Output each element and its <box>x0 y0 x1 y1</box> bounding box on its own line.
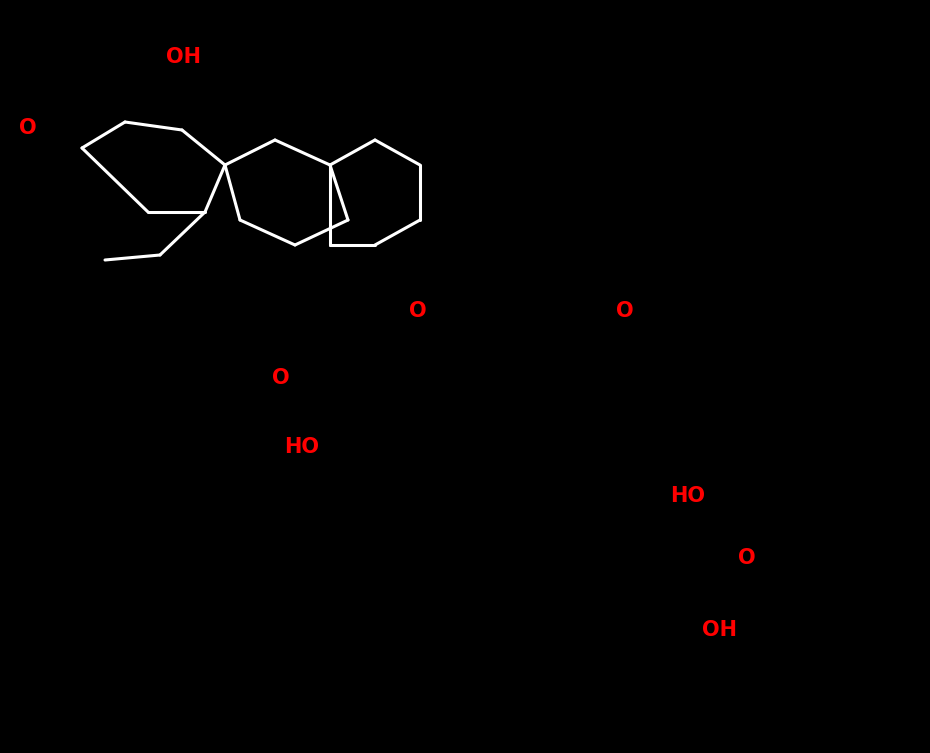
Text: OH: OH <box>166 47 201 67</box>
Text: HO: HO <box>671 486 706 506</box>
Bar <box>618 301 631 321</box>
Text: O: O <box>272 368 290 388</box>
Text: OH: OH <box>701 620 737 640</box>
Text: O: O <box>738 548 756 568</box>
Bar <box>677 486 699 506</box>
Bar <box>411 301 424 321</box>
Bar <box>172 47 194 67</box>
Text: HO: HO <box>285 437 320 457</box>
Bar <box>291 437 313 457</box>
Bar <box>740 548 753 568</box>
Text: O: O <box>20 118 37 138</box>
Bar <box>708 620 730 640</box>
Text: O: O <box>617 301 634 321</box>
Bar <box>274 368 287 388</box>
Text: O: O <box>409 301 427 321</box>
Bar <box>21 118 34 138</box>
